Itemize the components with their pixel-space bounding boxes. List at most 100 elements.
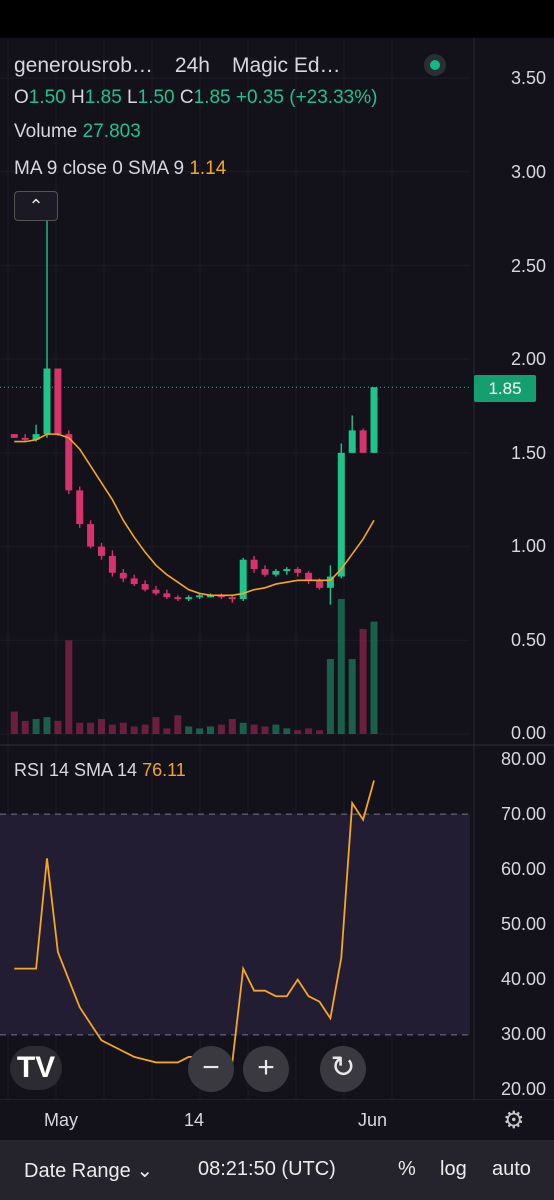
candle-body <box>348 430 356 453</box>
symbol-name[interactable]: generousrob… <box>14 54 153 77</box>
candle-body <box>21 437 29 440</box>
volume-bar <box>359 629 367 734</box>
rsi-tick: 70.00 <box>500 804 546 824</box>
volume-bar <box>174 715 182 734</box>
volume-value: 27.803 <box>82 121 141 142</box>
volume-bar <box>305 728 313 734</box>
volume-bar <box>261 726 269 734</box>
interval-label[interactable]: 24h <box>174 54 210 77</box>
volume-bar <box>87 722 95 734</box>
low-label: L <box>127 87 138 108</box>
percent-scale-button[interactable]: % <box>398 1158 416 1180</box>
volume-bar <box>10 711 18 734</box>
volume-bar <box>130 726 138 734</box>
close-value: 1.85 <box>193 87 231 108</box>
ma-label: MA 9 close 0 SMA 9 <box>14 158 185 179</box>
candle-body <box>119 572 127 579</box>
volume-bar <box>250 724 258 734</box>
candle-body <box>239 559 247 600</box>
volume-bar <box>326 659 334 734</box>
candle-body <box>108 555 116 573</box>
price-tick: 0.00 <box>510 723 546 743</box>
candle-body <box>337 452 345 577</box>
volume-bar <box>54 720 62 734</box>
candle-body <box>152 589 160 594</box>
tradingview-logo-icon[interactable]: TV <box>10 1046 62 1090</box>
volume-bar <box>196 728 204 734</box>
candle-body <box>359 430 367 453</box>
volume-bar <box>272 724 280 734</box>
bottom-toolbar: Date Range ⌄ 08:21:50 (UTC) % log auto <box>0 1140 554 1200</box>
candle-body <box>174 597 182 600</box>
low-value: 1.50 <box>137 87 175 108</box>
close-label: C <box>179 87 194 108</box>
volume-bar <box>348 659 356 734</box>
time-tick: 14 <box>184 1110 205 1130</box>
change-value: +0.35 (+23.33%) <box>235 87 378 108</box>
candle-body <box>196 595 204 598</box>
candle-body <box>272 570 280 575</box>
settings-gear-icon[interactable]: ⚙ <box>503 1107 525 1134</box>
log-scale-button[interactable]: log <box>440 1158 467 1180</box>
candle-body <box>294 569 302 573</box>
zoom-out-button[interactable]: − <box>188 1046 234 1092</box>
volume-bar <box>316 730 323 734</box>
last-price-tag: 1.85 <box>474 375 536 402</box>
high-value: 1.85 <box>84 87 122 108</box>
volume-bar <box>163 728 171 734</box>
open-value: 1.50 <box>28 87 66 108</box>
clock-label[interactable]: 08:21:50 (UTC) <box>198 1158 336 1180</box>
chart-header[interactable]: generousrob… 24h Magic Ed… <box>14 54 363 78</box>
chevron-down-icon: ⌄ <box>136 1160 154 1182</box>
volume-bar <box>207 726 214 734</box>
ohlc-row: O1.50 H1.85 L1.50 C1.85 +0.35 (+23.33%) <box>14 87 377 109</box>
volume-bar <box>98 719 105 734</box>
open-label: O <box>14 87 29 108</box>
candle-body <box>326 576 334 588</box>
candle-body <box>65 434 73 491</box>
date-range-button[interactable]: Date Range ⌄ <box>24 1158 153 1183</box>
rsi-band <box>0 814 470 1035</box>
volume-bar <box>43 717 51 734</box>
volume-bar <box>76 722 84 734</box>
rsi-tick: 20.00 <box>500 1079 546 1099</box>
rsi-tick: 50.00 <box>500 914 546 934</box>
volume-bar <box>32 719 40 734</box>
candle-body <box>283 569 291 572</box>
candle-body <box>185 597 193 600</box>
auto-scale-button[interactable]: auto <box>492 1158 531 1180</box>
rsi-label: RSI 14 SMA 14 <box>14 760 138 780</box>
rsi-legend[interactable]: RSI 14 SMA 14 76.11 <box>14 760 186 781</box>
volume-bar <box>228 719 236 734</box>
candle-body <box>261 569 269 575</box>
volume-bar <box>370 621 378 734</box>
live-status-icon <box>424 54 446 76</box>
volume-bar <box>239 722 247 734</box>
candle-body <box>305 572 313 581</box>
collapse-legend-button[interactable]: ⌃ <box>14 191 58 221</box>
volume-legend[interactable]: Volume 27.803 <box>14 121 141 143</box>
price-tick: 1.00 <box>510 536 546 556</box>
candle-body <box>207 595 214 598</box>
ma-line <box>14 433 375 597</box>
volume-bar <box>108 724 116 734</box>
reset-chart-button[interactable]: ↻ <box>320 1046 366 1092</box>
rsi-value: 76.11 <box>142 760 186 780</box>
candle-body <box>316 580 323 588</box>
zoom-in-button[interactable]: + <box>243 1046 289 1092</box>
price-tick: 0.50 <box>510 630 546 650</box>
volume-bar <box>21 720 29 734</box>
time-tick: May <box>44 1110 79 1130</box>
rsi-tick: 60.00 <box>500 859 546 879</box>
volume-bar <box>119 722 127 734</box>
candle-body <box>228 597 236 600</box>
candle-body <box>32 434 40 440</box>
candle-body <box>54 368 62 435</box>
time-tick: Jun <box>358 1110 388 1130</box>
volume-bar <box>152 717 160 734</box>
high-label: H <box>71 87 85 108</box>
chart-canvas[interactable] <box>0 38 554 1100</box>
ma-legend[interactable]: MA 9 close 0 SMA 9 1.14 <box>14 158 226 180</box>
price-tick: 3.00 <box>510 162 546 182</box>
candle-body <box>130 578 138 585</box>
